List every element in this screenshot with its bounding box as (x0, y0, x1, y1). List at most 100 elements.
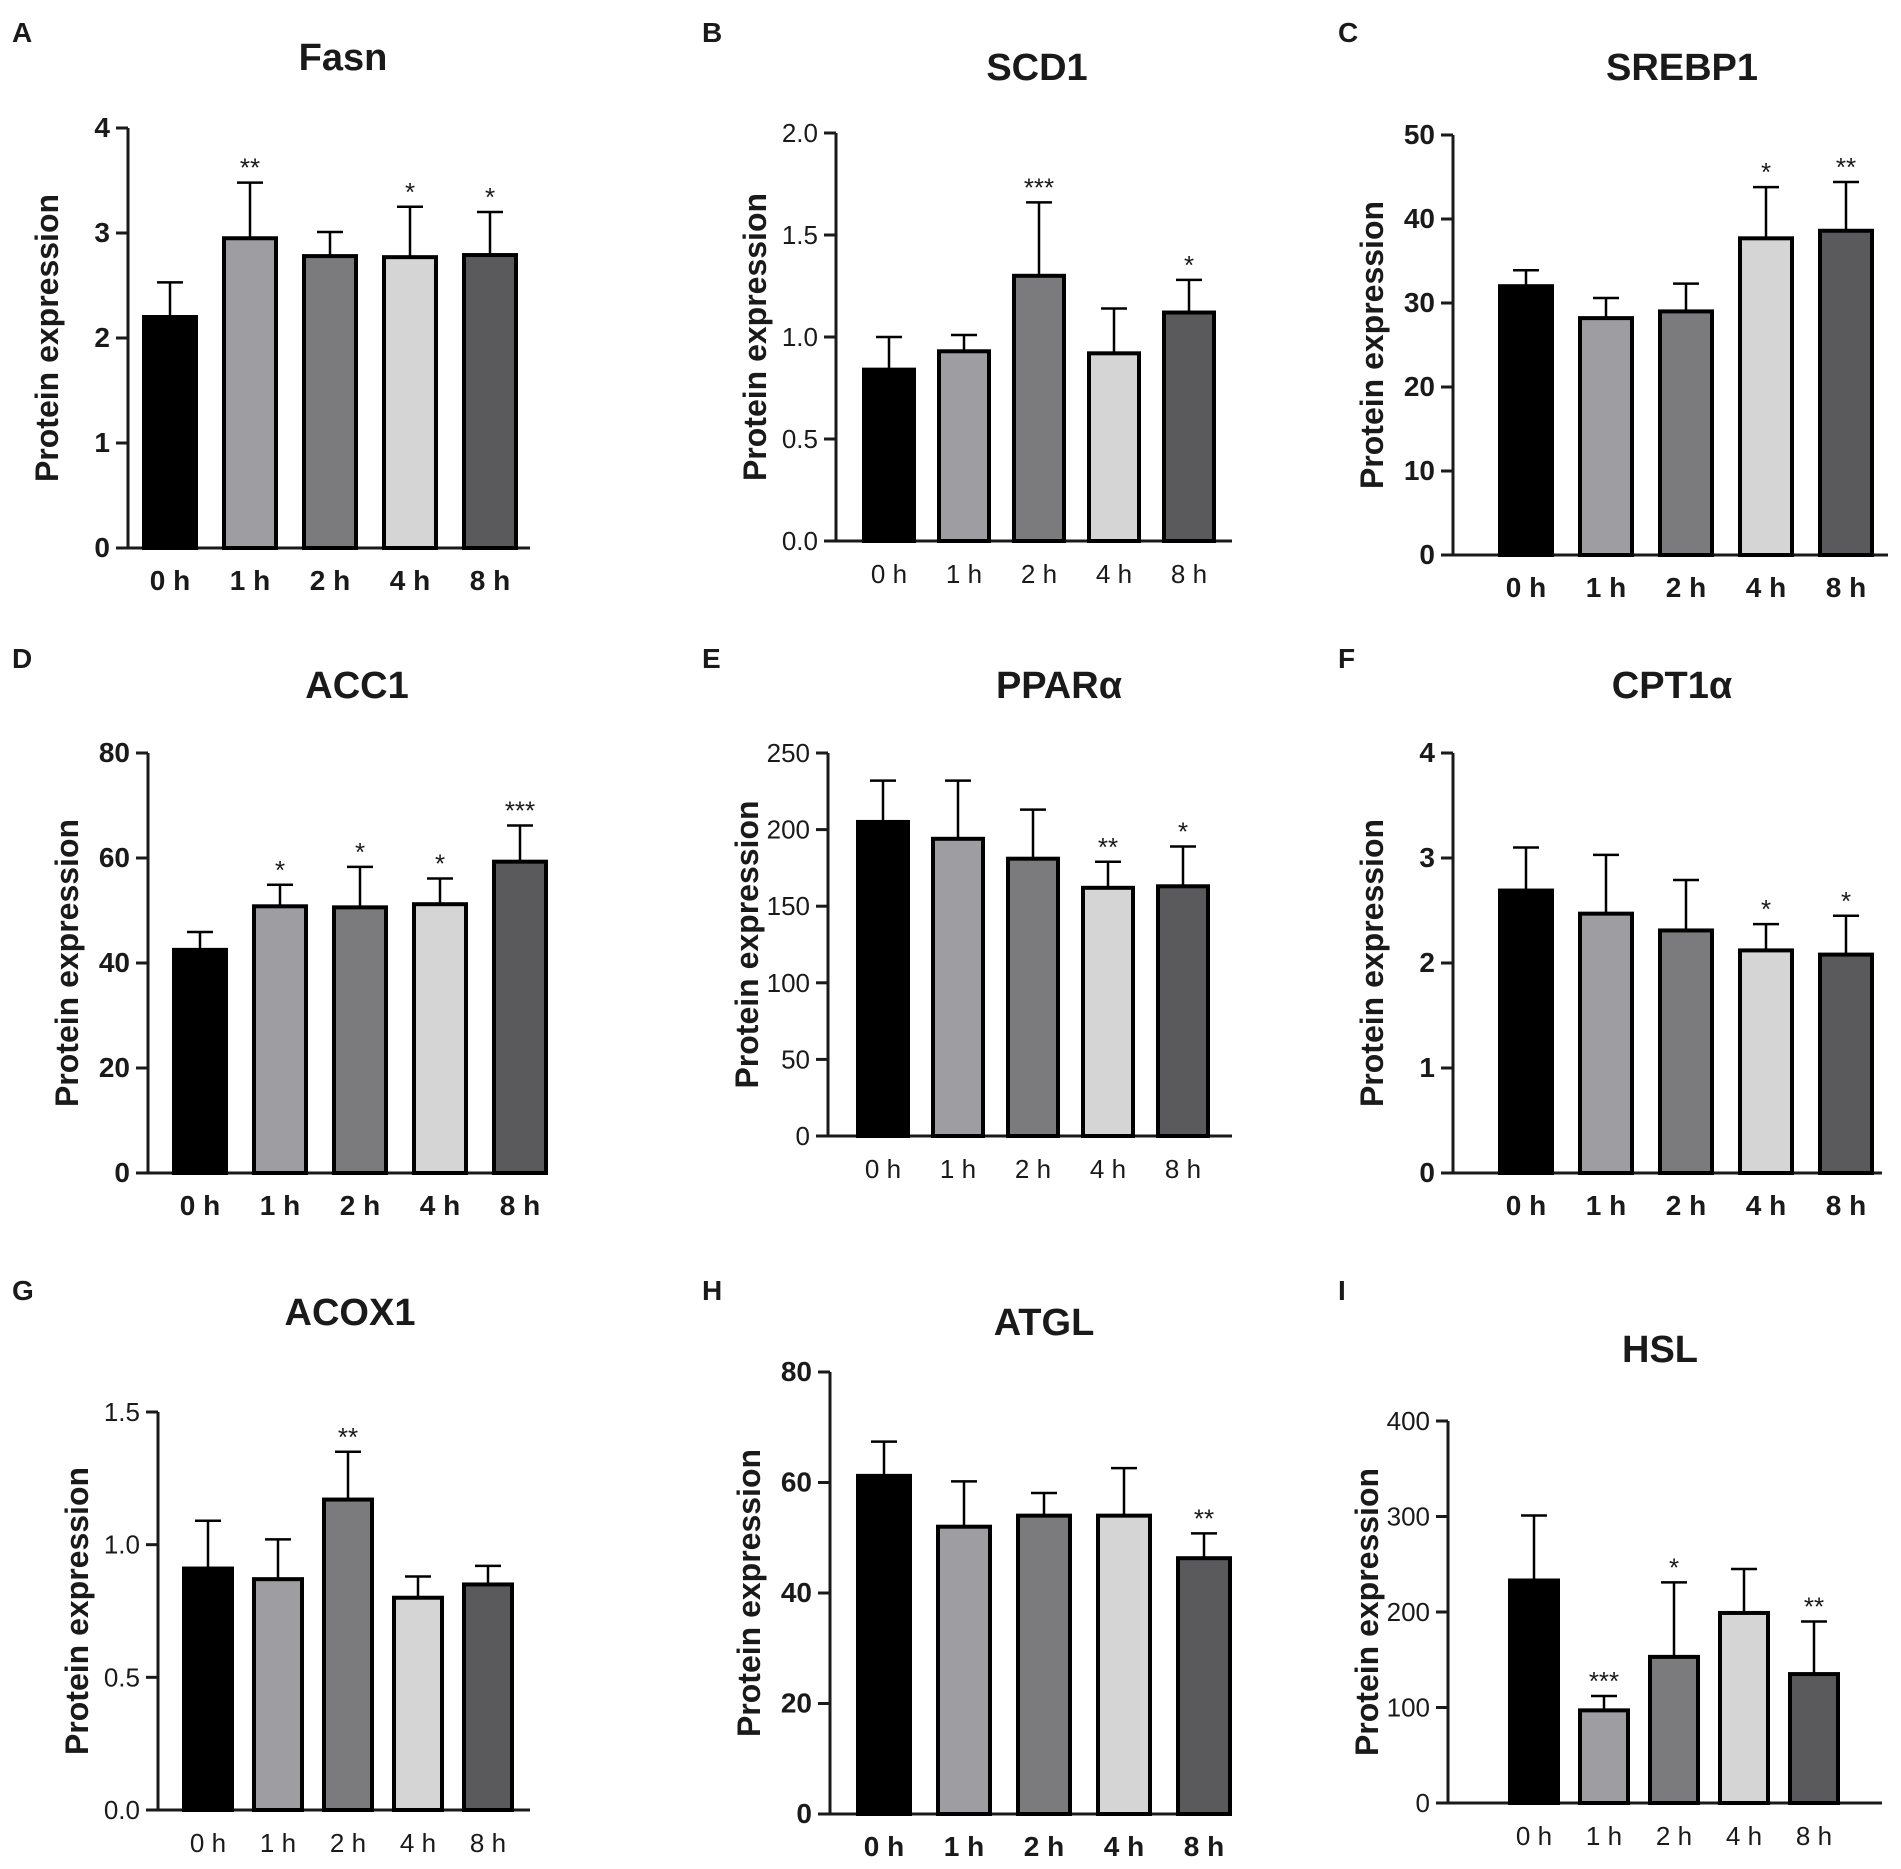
x-tick-label: 8 h (1171, 559, 1207, 589)
chart-panel-d: D ACC1 Protein expression 0 20 40 60 80 0 h * 1 h *… (12, 643, 548, 1221)
significance-label: ** (1804, 1592, 1824, 1622)
y-axis-label: Protein expression (49, 819, 85, 1107)
bar-8h (1176, 1556, 1232, 1816)
bar-1h (252, 904, 308, 1175)
y-tick-label: 200 (1387, 1597, 1430, 1627)
y-tick-label: 0 (94, 532, 110, 563)
significance-label: * (1178, 816, 1188, 846)
y-tick-label: 1 (1419, 1052, 1435, 1083)
significance-label: *** (1589, 1666, 1619, 1696)
x-tick-label: 2 h (340, 1190, 380, 1221)
significance-label: *** (505, 795, 535, 825)
x-tick-label: 2 h (330, 1828, 366, 1858)
bar-0h (1508, 1578, 1560, 1805)
x-tick-label: 0 h (871, 559, 907, 589)
x-tick-label: 2 h (1666, 1190, 1706, 1221)
significance-label: * (485, 182, 495, 212)
chart-panel-g: G ACOX1 Protein expression 0.0 0.5 1.0 1.5 0 h 1… (12, 1275, 530, 1858)
x-tick-label: 4 h (1726, 1821, 1762, 1851)
bar-4h (1096, 1513, 1152, 1817)
bar-1h (252, 1577, 304, 1813)
bar-8h (1162, 310, 1216, 543)
y-tick-label: 0 (114, 1157, 130, 1188)
y-tick-label: 60 (781, 1467, 812, 1498)
x-tick-label: 4 h (1104, 1831, 1144, 1862)
bar-0h (862, 367, 916, 544)
panel-letter: D (12, 643, 32, 674)
significance-label: ** (1194, 1503, 1214, 1533)
bar-1h (937, 349, 991, 543)
x-tick-label: 1 h (1586, 1821, 1622, 1851)
y-tick-label: 250 (767, 738, 810, 768)
x-tick-label: 0 h (865, 1154, 901, 1184)
y-axis-label: Protein expression (1354, 819, 1390, 1107)
x-tick-label: 0 h (180, 1190, 220, 1221)
bar-8h (1818, 952, 1874, 1175)
y-tick-label: 0.0 (104, 1795, 140, 1825)
y-tick-label: 1 (94, 427, 110, 458)
y-tick-label: 1.0 (782, 322, 818, 352)
chart-title: CPT1α (1612, 665, 1733, 707)
bar-4h (1081, 885, 1135, 1138)
bar-2h (302, 254, 358, 550)
x-tick-label: 1 h (260, 1828, 296, 1858)
significance-label: * (405, 177, 415, 207)
bar-2h (1658, 309, 1714, 557)
chart-panel-h: H ATGL Protein expression 0 20 40 60 80 0 h 1 h 2 … (702, 1275, 1232, 1862)
y-tick-label: 0.5 (782, 424, 818, 454)
bar-8h (1788, 1672, 1840, 1805)
bar-1h (1578, 1708, 1630, 1805)
bar-0h (1498, 888, 1554, 1175)
panel-letter: B (702, 17, 722, 48)
bar-4h (392, 1595, 444, 1812)
significance-label: * (435, 848, 445, 878)
y-tick-label: 20 (781, 1688, 812, 1719)
x-tick-label: 8 h (1796, 1821, 1832, 1851)
bar-1h (931, 836, 985, 1138)
bar-1h (1578, 911, 1634, 1176)
y-tick-label: 0.0 (782, 526, 818, 556)
bar-4h (1087, 351, 1141, 543)
bar-2h (1658, 928, 1714, 1176)
bar-2h (322, 1497, 374, 1813)
x-tick-label: 4 h (420, 1190, 460, 1221)
significance-label: * (275, 855, 285, 885)
x-tick-label: 2 h (1021, 559, 1057, 589)
x-tick-label: 1 h (230, 565, 270, 596)
y-tick-label: 80 (781, 1356, 812, 1387)
x-tick-label: 8 h (1184, 1831, 1224, 1862)
y-axis-label: Protein expression (729, 800, 765, 1088)
y-tick-label: 2.0 (782, 118, 818, 148)
x-tick-label: 4 h (1746, 572, 1786, 603)
x-tick-label: 0 h (190, 1828, 226, 1858)
bar-8h (462, 1582, 514, 1813)
y-tick-label: 1.0 (104, 1530, 140, 1560)
panel-letter: F (1338, 643, 1355, 674)
panel-letter: I (1338, 1275, 1346, 1306)
x-tick-label: 4 h (1096, 559, 1132, 589)
x-tick-label: 0 h (1516, 1821, 1552, 1851)
bar-8h (462, 253, 518, 551)
y-tick-label: 400 (1387, 1406, 1430, 1436)
x-tick-label: 4 h (400, 1828, 436, 1858)
x-tick-label: 8 h (500, 1190, 540, 1221)
significance-label: * (355, 837, 365, 867)
bar-8h (1818, 228, 1874, 557)
panel-letter: H (702, 1275, 722, 1306)
y-axis-label: Protein expression (1349, 1468, 1385, 1756)
y-tick-label: 100 (767, 968, 810, 998)
x-tick-label: 1 h (260, 1190, 300, 1221)
y-tick-label: 0 (1416, 1788, 1430, 1818)
y-tick-label: 0 (796, 1121, 810, 1151)
bar-0h (172, 947, 228, 1175)
significance-label: ** (1098, 832, 1118, 862)
x-tick-label: 0 h (1506, 1190, 1546, 1221)
x-tick-label: 1 h (1586, 1190, 1626, 1221)
bar-0h (856, 819, 910, 1138)
significance-label: * (1761, 157, 1771, 187)
bar-0h (182, 1566, 234, 1812)
x-tick-label: 0 h (864, 1831, 904, 1862)
y-tick-label: 3 (94, 217, 110, 248)
chart-title: ACOX1 (285, 1292, 416, 1334)
